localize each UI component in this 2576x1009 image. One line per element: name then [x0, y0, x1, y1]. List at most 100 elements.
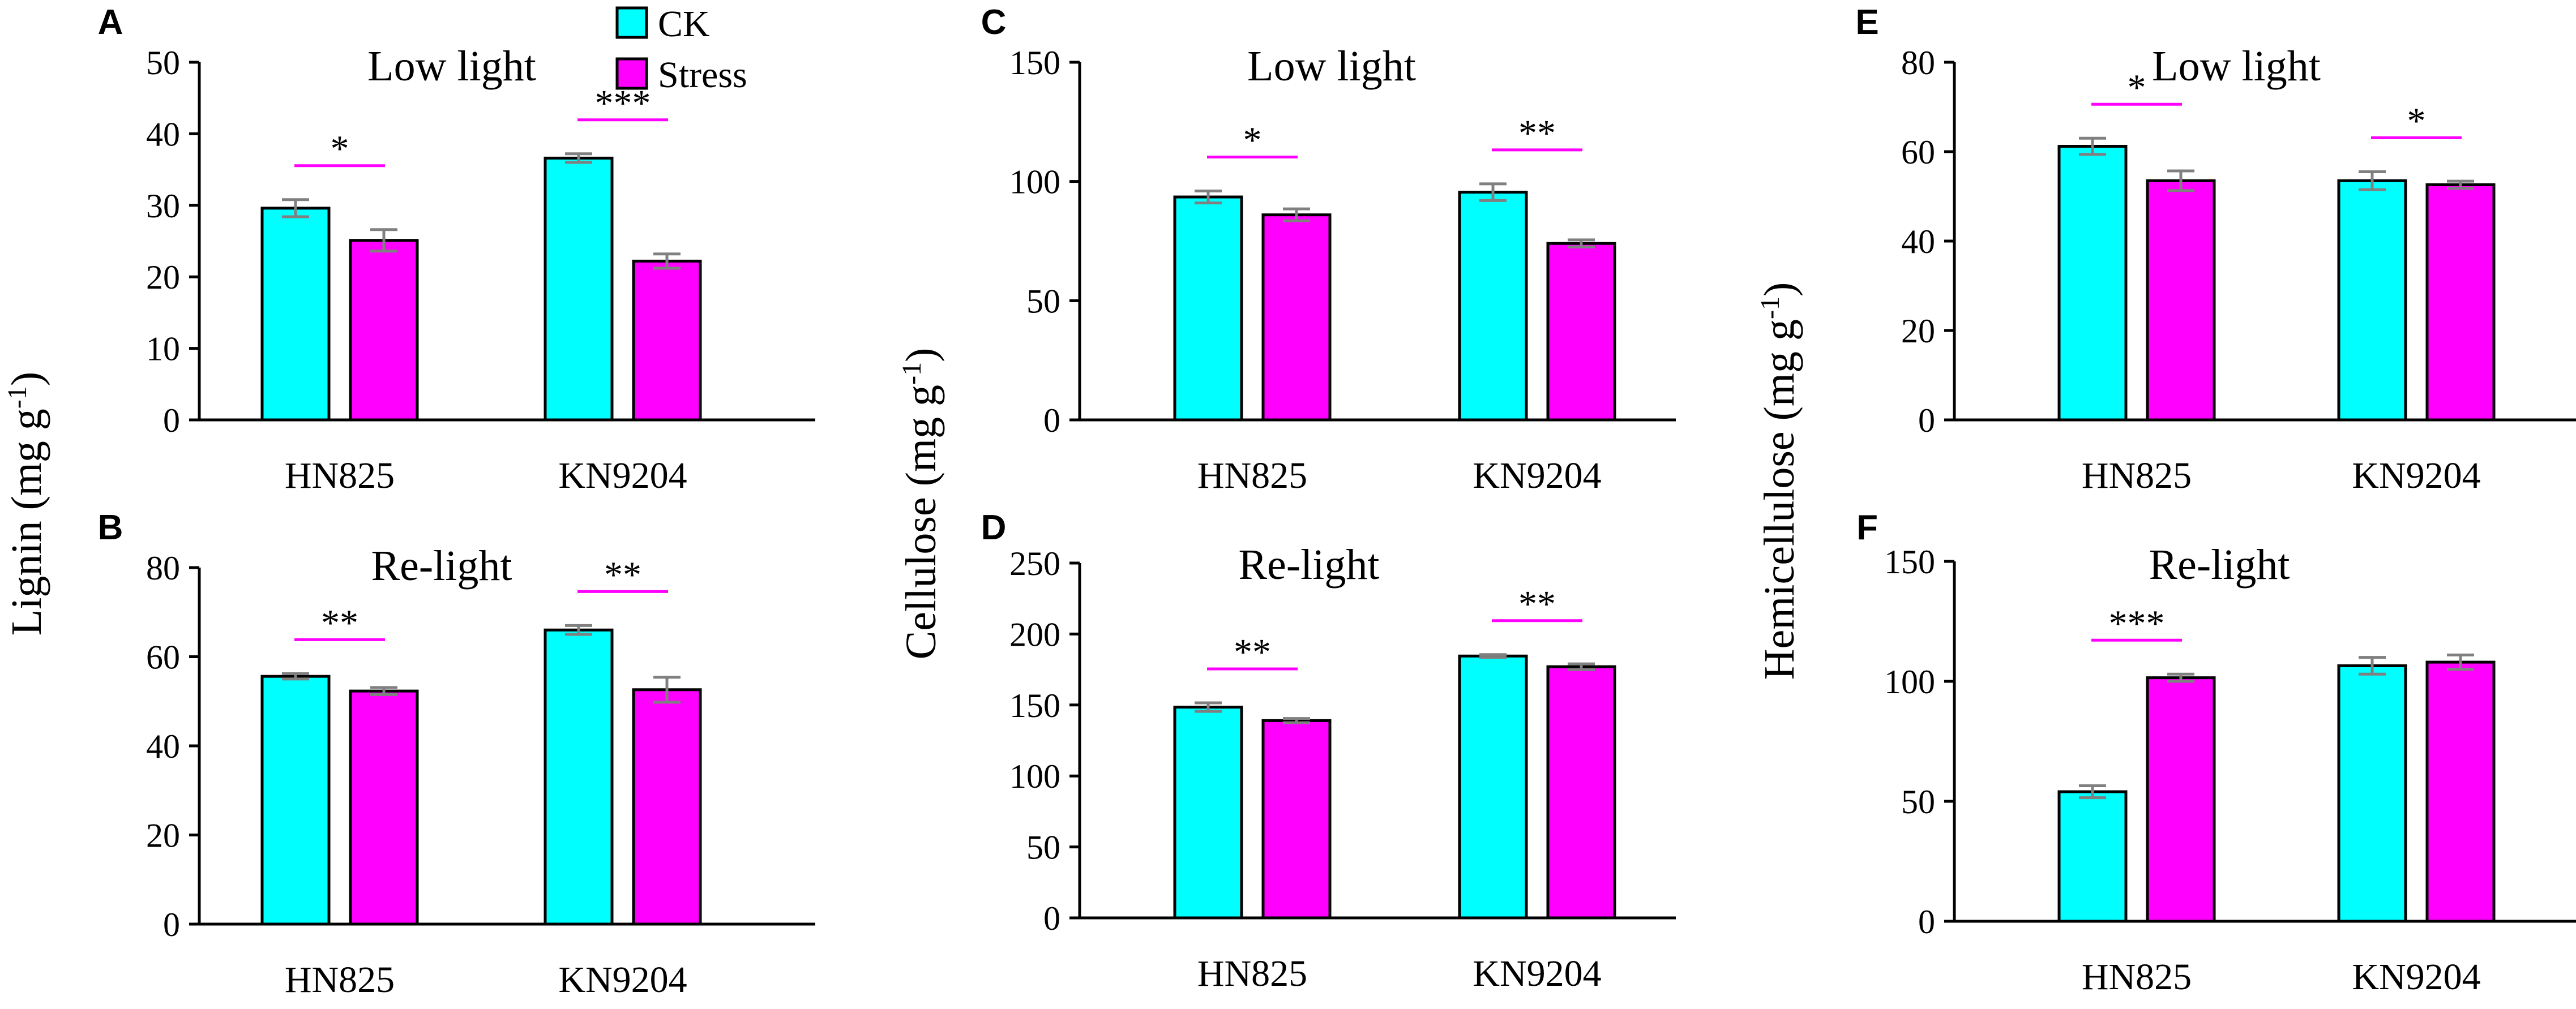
- y-tick-label: 0: [1043, 900, 1060, 937]
- x-category-label: HN825: [285, 455, 395, 496]
- panel-letter: D: [981, 508, 1007, 547]
- y-tick-label: 20: [1901, 312, 1935, 350]
- y-tick-label: 0: [163, 906, 180, 943]
- y-tick-label: 0: [1043, 402, 1060, 439]
- bar-ck-hn825: [260, 675, 331, 926]
- y-tick-label: 20: [146, 259, 180, 296]
- bar-stress-hn825: [1261, 719, 1332, 920]
- significance-label: **: [604, 554, 641, 595]
- chart-title: Re-light: [371, 542, 512, 590]
- bar-ck-kn9204: [1458, 654, 1528, 920]
- y-tick-label: 40: [146, 728, 180, 765]
- panel-letter: B: [98, 508, 123, 547]
- legend: CK Stress: [615, 3, 747, 96]
- x-category-label: HN825: [1197, 455, 1307, 496]
- bar-ck-kn9204: [1458, 191, 1528, 422]
- bar-stress-kn9204: [632, 259, 702, 422]
- y-tick-label: 80: [146, 549, 180, 587]
- x-category-label: HN825: [2082, 956, 2192, 998]
- y-tick-label: 50: [146, 44, 180, 81]
- y-tick-label: 150: [1009, 44, 1060, 81]
- significance-label: *: [1243, 120, 1262, 161]
- y-tick-label: 40: [1901, 223, 1935, 260]
- significance-label: ***: [595, 83, 651, 124]
- y-tick-label: 0: [1918, 402, 1935, 439]
- bar-stress-hn825: [2146, 676, 2216, 923]
- y-tick-label: 80: [1901, 44, 1935, 81]
- y-tick-label: 200: [1009, 616, 1060, 653]
- legend-swatch-stress: [615, 57, 648, 90]
- bar-ck-hn825: [260, 207, 331, 422]
- significance-label: **: [1234, 632, 1271, 673]
- chart-title: Low light: [2152, 42, 2321, 90]
- x-category-label: KN9204: [1473, 953, 1601, 994]
- significance-label: **: [1518, 113, 1556, 154]
- chart-title: Re-light: [2149, 541, 2290, 589]
- x-category-label: KN9204: [558, 959, 687, 1001]
- bar-stress-kn9204: [632, 688, 702, 926]
- bar-ck-kn9204: [544, 628, 614, 926]
- y-tick-label: 100: [1009, 758, 1060, 795]
- bar-stress-hn825: [2146, 179, 2216, 422]
- x-category-label: KN9204: [1473, 455, 1601, 496]
- panel-f: F Re-light 0 50 100 150 HN825 *** KN9204: [1856, 508, 2576, 998]
- significance-label: *: [331, 128, 349, 170]
- y-axis-label-hemicellulose: Hemicellulose (mg g-1): [1755, 282, 1803, 680]
- y-tick-label: 60: [1901, 134, 1935, 171]
- legend-label-ck: CK: [658, 3, 710, 45]
- bar-stress-hn825: [349, 239, 419, 422]
- y-tick-label: 0: [1918, 903, 1935, 941]
- bar-ck-kn9204: [2337, 179, 2407, 422]
- significance-label: *: [2128, 67, 2146, 108]
- panel-letter: F: [1856, 508, 1878, 547]
- x-category-label: HN825: [285, 959, 395, 1001]
- y-tick-label: 50: [1901, 783, 1935, 821]
- y-tick-label: 20: [146, 817, 180, 855]
- bar-ck-hn825: [2057, 145, 2128, 422]
- bar-stress-hn825: [349, 689, 419, 926]
- x-category-label: KN9204: [558, 455, 687, 496]
- x-category-label: HN825: [2082, 455, 2192, 496]
- y-tick-label: 0: [163, 402, 180, 439]
- chart-title: Low light: [1247, 42, 1416, 90]
- y-tick-label: 10: [146, 330, 180, 368]
- panel-c: C Low light 0 50 100 150 HN825 * KN9204 **: [981, 3, 1676, 496]
- y-tick-label: 40: [146, 115, 180, 153]
- y-tick-label: 50: [1026, 829, 1060, 866]
- y-tick-label: 150: [1884, 543, 1935, 581]
- panel-b: B Re-light 0 20 40 60 80 HN825 ** KN9204 **: [98, 508, 815, 1001]
- y-tick-label: 50: [1026, 282, 1060, 320]
- chart-title: Re-light: [1238, 541, 1379, 589]
- significance-label: ***: [2109, 603, 2165, 644]
- panel-e: E Low light 0 20 40 60 80 HN825 * KN9204 *: [1855, 3, 2576, 496]
- panel-a: A Low light 0 10 20 30 40 50 HN825 * KN9204 ***: [98, 3, 815, 496]
- x-category-label: HN825: [1197, 953, 1307, 994]
- bar-stress-kn9204: [2425, 183, 2496, 422]
- bar-ck-kn9204: [544, 156, 614, 422]
- y-axis-label-lignin: Lignin (mg g-1): [2, 372, 50, 636]
- y-axis-label-cellulose: Cellulose (mg g-1): [897, 348, 945, 660]
- bar-stress-hn825: [1261, 213, 1332, 422]
- bar-stress-kn9204: [1546, 242, 1616, 422]
- significance-label: **: [321, 602, 358, 643]
- x-category-label: KN9204: [2352, 956, 2480, 998]
- y-tick-label: 60: [146, 639, 180, 676]
- y-tick-label: 100: [1884, 663, 1935, 701]
- panel-letter: E: [1855, 3, 1878, 42]
- significance-label: *: [2407, 101, 2426, 142]
- y-tick-label: 150: [1009, 687, 1060, 724]
- bar-ck-hn825: [1173, 195, 1243, 422]
- chart-title: Low light: [367, 42, 536, 90]
- panel-letter: A: [98, 3, 123, 42]
- y-tick-label: 100: [1009, 164, 1060, 201]
- y-tick-label: 250: [1009, 545, 1060, 582]
- bar-stress-kn9204: [2425, 660, 2496, 923]
- panel-d: D Re-light 0 50 100 150 200 250 HN825 ** KN9204 **: [981, 508, 1676, 994]
- legend-label-stress: Stress: [658, 54, 747, 96]
- bar-ck-hn825: [2057, 790, 2128, 923]
- significance-label: **: [1518, 583, 1556, 625]
- bar-stress-kn9204: [1546, 665, 1616, 920]
